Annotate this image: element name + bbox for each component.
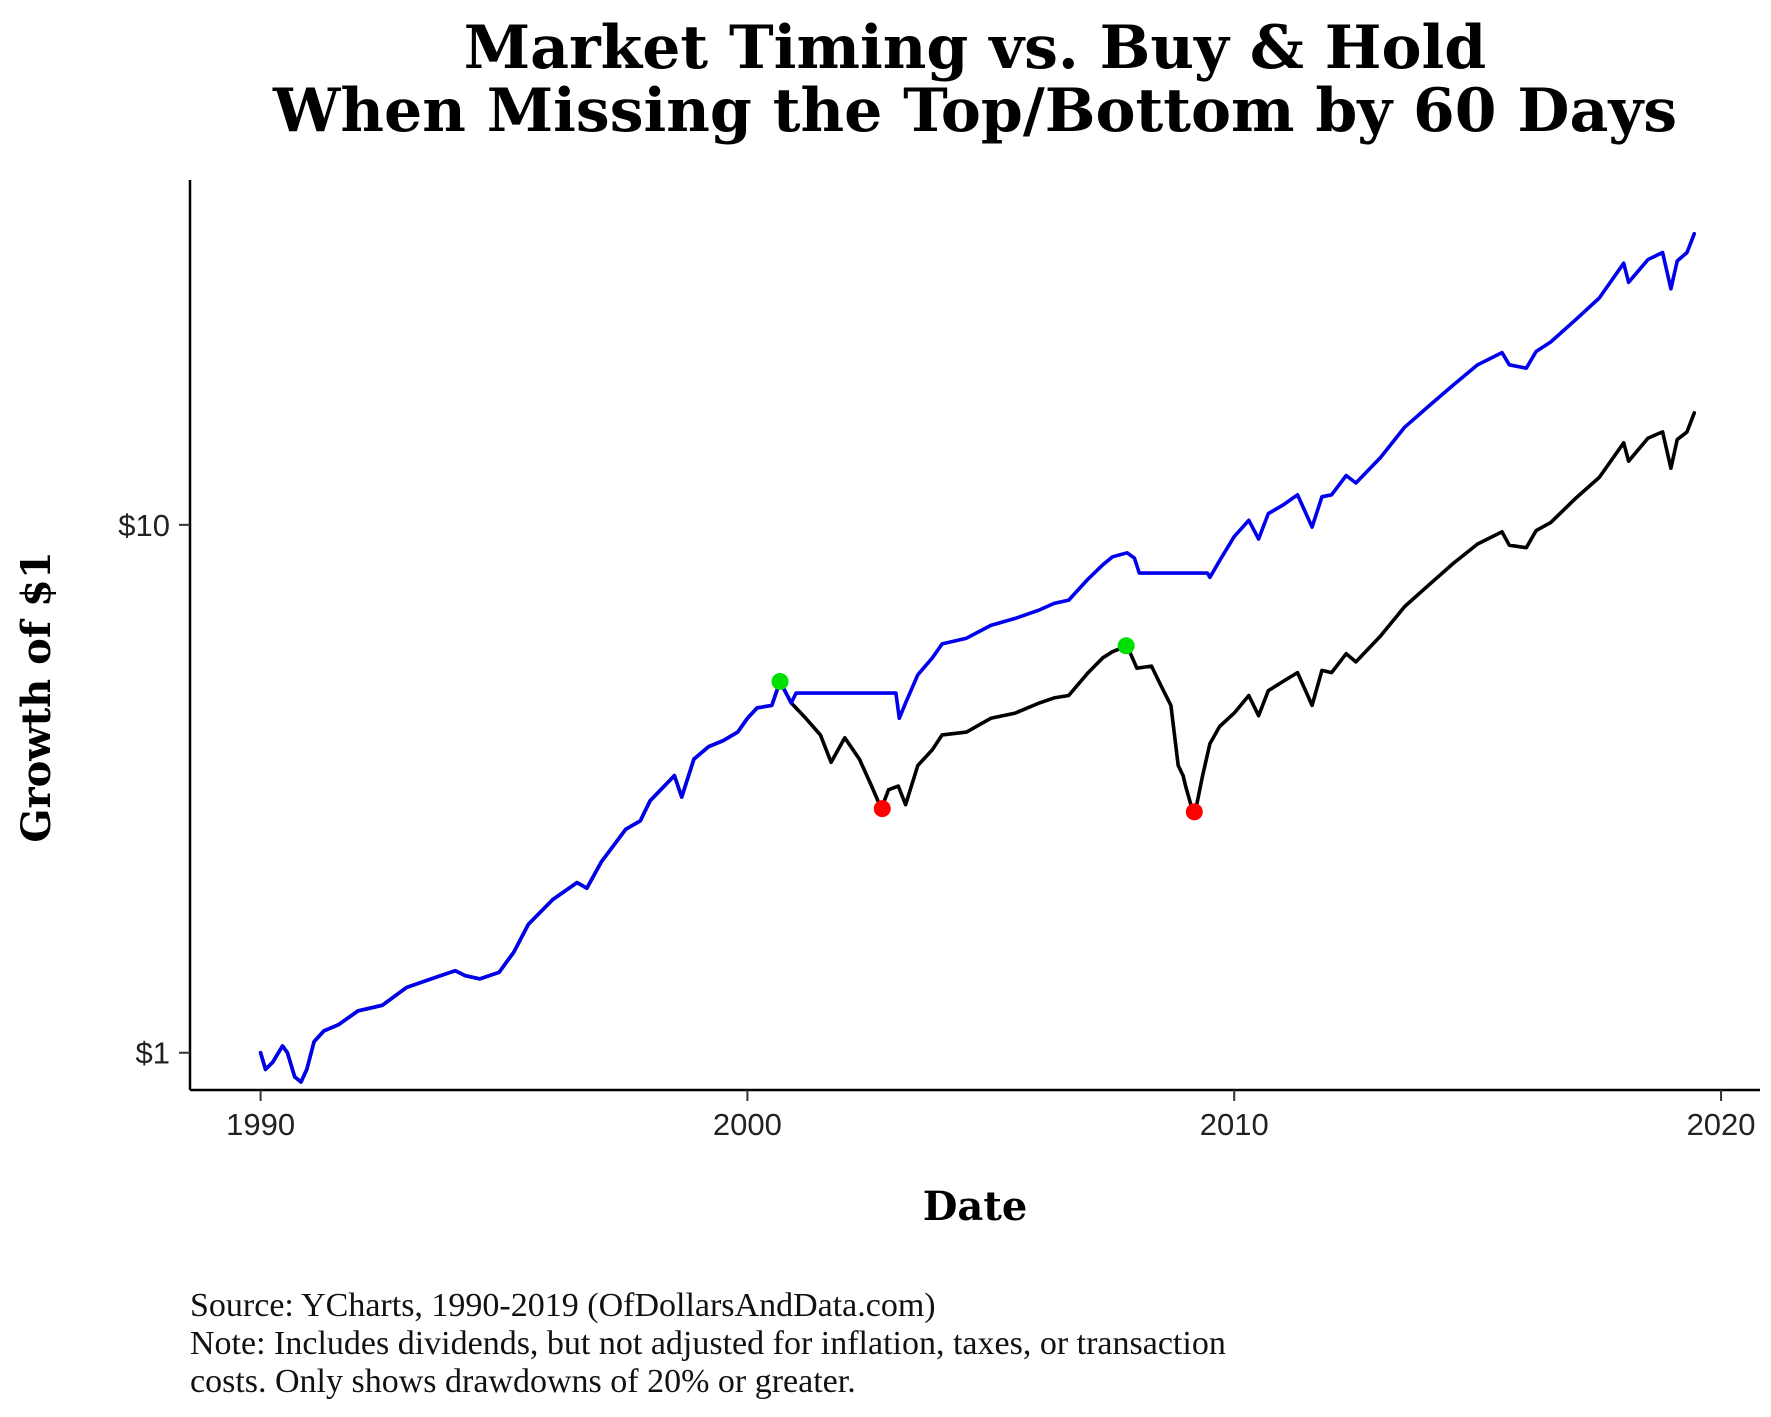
series-line-0 <box>258 411 1697 1084</box>
x-tick-label: 2020 <box>1687 1107 1756 1142</box>
x-axis-title: Date <box>923 1183 1028 1230</box>
peak-marker <box>771 672 789 690</box>
caption-line: Note: Includes dividends, but not adjust… <box>190 1325 1226 1362</box>
caption: Source: YCharts, 1990-2019 (OfDollarsAnd… <box>190 1287 1226 1400</box>
chart-title-line: When Missing the Top/Bottom by 60 Days <box>272 76 1677 146</box>
chart-title-line: Market Timing vs. Buy & Hold <box>464 13 1486 83</box>
trough-marker <box>873 800 891 818</box>
series-line-1 <box>258 231 1697 1084</box>
x-tick-label: 2000 <box>713 1107 782 1142</box>
caption-line: Source: YCharts, 1990-2019 (OfDollarsAnd… <box>190 1287 936 1324</box>
series-layer <box>258 231 1697 1084</box>
x-tick-label: 1990 <box>226 1107 295 1142</box>
peak-marker <box>1117 637 1135 655</box>
y-tick-label: $10 <box>118 508 170 543</box>
caption-line: costs. Only shows drawdowns of 20% or gr… <box>190 1363 856 1400</box>
x-tick-label: 2010 <box>1200 1107 1269 1142</box>
y-tick-label: $1 <box>136 1036 170 1071</box>
axes: 1990 2000 2010 2020 $1 $10 Date Growth of $1 <box>13 180 1760 1230</box>
markers-layer <box>771 637 1203 821</box>
y-axis-title: Growth of $1 <box>13 551 60 842</box>
trough-marker <box>1185 803 1203 821</box>
